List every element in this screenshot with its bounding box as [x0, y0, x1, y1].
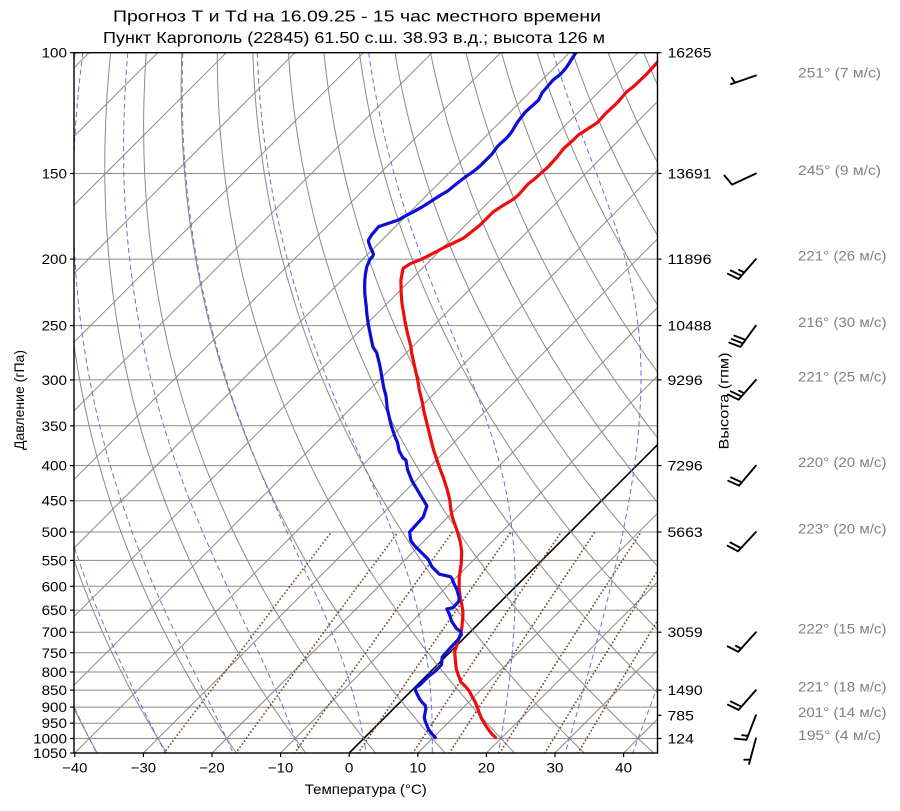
svg-text:20: 20 [478, 759, 495, 775]
svg-text:700: 700 [42, 624, 68, 640]
svg-text:−10: −10 [268, 759, 294, 775]
svg-text:3059: 3059 [668, 624, 703, 640]
svg-text:550: 550 [42, 552, 68, 568]
svg-text:40: 40 [615, 759, 632, 775]
svg-text:7296: 7296 [668, 458, 703, 474]
svg-text:30: 30 [547, 759, 564, 775]
svg-text:Давление (гПа): Давление (гПа) [11, 350, 27, 450]
svg-text:Прогноз Т и Td на 16.09.25 - 1: Прогноз Т и Td на 16.09.25 - 15 час мест… [113, 9, 601, 26]
svg-text:245° (9 м/с): 245° (9 м/с) [798, 163, 881, 178]
svg-text:13691: 13691 [668, 166, 712, 182]
svg-text:251° (7 м/с): 251° (7 м/с) [798, 66, 881, 81]
svg-text:124: 124 [668, 731, 695, 747]
svg-text:750: 750 [42, 645, 68, 661]
svg-text:250: 250 [42, 318, 68, 334]
svg-text:1050: 1050 [33, 745, 67, 761]
svg-text:100: 100 [42, 45, 68, 61]
svg-text:900: 900 [42, 699, 68, 715]
svg-text:220° (20 м/с): 220° (20 м/с) [798, 455, 887, 470]
svg-text:−20: −20 [199, 759, 225, 775]
svg-text:Температура (°C): Температура (°C) [305, 781, 427, 797]
svg-text:223° (20 м/с): 223° (20 м/с) [798, 522, 887, 537]
svg-text:200: 200 [42, 251, 68, 267]
svg-text:650: 650 [42, 602, 68, 618]
svg-text:195° (4 м/с): 195° (4 м/с) [798, 728, 881, 743]
svg-text:221° (26 м/с): 221° (26 м/с) [798, 249, 887, 264]
svg-text:222° (15 м/с): 222° (15 м/с) [798, 622, 887, 637]
svg-text:150: 150 [42, 166, 68, 182]
svg-text:5663: 5663 [668, 524, 703, 540]
svg-text:0: 0 [345, 759, 354, 775]
svg-text:1490: 1490 [668, 682, 703, 698]
svg-text:221° (25 м/с): 221° (25 м/с) [798, 369, 887, 384]
svg-text:300: 300 [42, 372, 68, 388]
svg-text:221° (18 м/с): 221° (18 м/с) [798, 680, 887, 695]
svg-text:216° (30 м/с): 216° (30 м/с) [798, 315, 887, 330]
svg-text:Высота (гпм): Высота (гпм) [716, 353, 732, 450]
svg-text:850: 850 [42, 682, 68, 698]
svg-text:800: 800 [42, 664, 68, 680]
svg-text:785: 785 [668, 707, 695, 723]
svg-text:9296: 9296 [668, 372, 703, 388]
svg-text:−30: −30 [131, 759, 157, 775]
svg-text:600: 600 [42, 578, 68, 594]
svg-text:−40: −40 [62, 759, 88, 775]
svg-text:450: 450 [42, 493, 68, 509]
svg-text:350: 350 [42, 418, 68, 434]
svg-text:400: 400 [42, 458, 68, 474]
svg-text:950: 950 [42, 715, 68, 731]
svg-text:201° (14 м/с): 201° (14 м/с) [798, 705, 887, 720]
svg-text:Пункт Каргополь (22845) 61.50: Пункт Каргополь (22845) 61.50 с.ш. 38.93… [103, 30, 605, 47]
svg-text:10488: 10488 [668, 318, 712, 334]
svg-text:500: 500 [42, 524, 68, 540]
svg-text:1000: 1000 [33, 731, 67, 747]
svg-text:11896: 11896 [668, 251, 712, 267]
svg-text:10: 10 [409, 759, 426, 775]
svg-text:16265: 16265 [668, 45, 712, 61]
